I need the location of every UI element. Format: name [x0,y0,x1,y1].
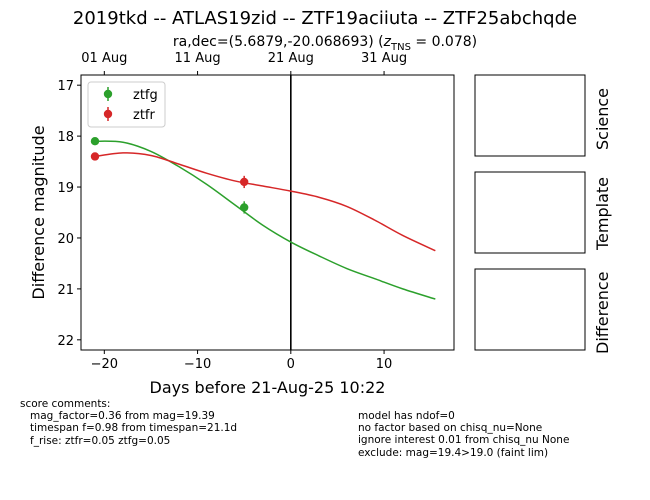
model-comments: model has ndof=0 no factor based on chisq… [358,410,569,459]
legend: ztfg ztfr [87,81,166,128]
x-tick-label: 10 [376,357,393,372]
chart-subtitle: ra,dec=(5.6879,-20.068693) (zTNS = 0.078… [0,34,650,53]
x-tick-label: 0 [287,357,295,372]
x-tick-label: −20 [91,357,118,372]
comment-line: model has ndof=0 [358,410,455,422]
top-tick-label: 31 Aug [361,51,407,66]
x-tick-label: −10 [184,357,211,372]
comment-line: f_rise: ztfr=0.05 ztfg=0.05 [20,434,171,447]
comment-line: no factor based on chisq_nu=None [358,422,543,435]
top-axis-ticks: 01 Aug 11 Aug 21 Aug 31 Aug [81,51,407,75]
data-point-ztfg [90,137,100,146]
model-curve-ztfg [94,140,436,300]
y-axis-ticks: 17 18 19 20 21 22 [57,79,81,349]
model-curve-ztfr [94,152,436,252]
x-axis-label: Days before 21-Aug-25 10:22 [150,378,386,397]
legend-label-ztfr: ztfr [133,108,155,123]
subtitle-z-label: z [383,34,391,50]
plot-area [80,74,455,351]
y-tick-label: 17 [57,79,74,94]
y-tick-label: 19 [57,181,74,196]
y-axis-label: Difference magnitude [29,125,48,299]
y-tick-label: 20 [57,232,74,247]
comment-line: exclude: mag=19.4>19.0 (faint lim) [358,446,549,459]
comment-line: timespan f=0.98 from timespan=21.1d [20,422,238,435]
y-tick-label: 21 [57,283,74,298]
comment-line: ignore interest 0.01 from chisq_nu None [358,434,570,447]
top-tick-label: 01 Aug [81,51,127,66]
x-axis-ticks: −20 −10 0 10 [91,350,393,372]
template-label: Template [593,176,612,250]
difference-label: Difference [593,271,612,354]
subtitle-prefix: ra,dec=(5.6879,-20.068693) ( [172,34,384,50]
legend-marker-ztfr [103,109,113,119]
data-point-ztfr [90,152,100,161]
y-tick-label: 22 [57,334,74,349]
difference-panel [474,268,586,351]
subtitle-z-sub: TNS [391,41,411,53]
comment-line: score comments: [20,398,111,410]
top-tick-label: 11 Aug [175,51,221,66]
chart-title: 2019tkd -- ATLAS19zid -- ZTF19aciiuta --… [72,8,578,29]
data-point-ztfr [239,177,249,187]
data-points [90,137,249,214]
legend-label-ztfg: ztfg [133,88,158,103]
template-panel [474,171,586,254]
science-panel [474,74,586,157]
model-curves [94,140,436,300]
score-comments: score comments: mag_factor=0.36 from mag… [20,398,237,447]
comment-line: mag_factor=0.36 from mag=19.39 [20,410,215,423]
y-tick-label: 18 [57,130,74,145]
top-tick-label: 21 Aug [268,51,314,66]
subtitle-suffix: = 0.078) [410,34,478,50]
science-label: Science [593,87,612,150]
data-point-ztfg [239,203,249,212]
legend-marker-ztfg [103,89,113,99]
